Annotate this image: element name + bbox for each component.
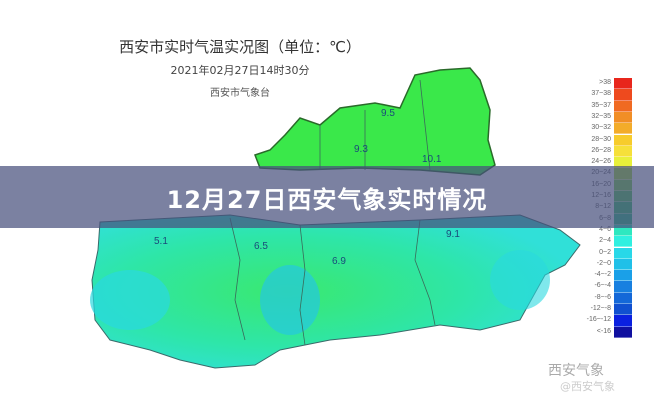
title-banner: 12月27日西安气象实时情况 xyxy=(0,166,654,228)
legend-label: 32~35 xyxy=(591,112,611,120)
legend-swatch xyxy=(614,258,632,271)
station-value: 9.5 xyxy=(381,108,395,119)
legend-label: 26~28 xyxy=(591,146,611,154)
legend-swatch xyxy=(614,100,632,112)
legend-swatch xyxy=(614,134,632,146)
north-region xyxy=(254,67,496,176)
legend-label: -6~-4 xyxy=(594,282,611,290)
legend-label: 37~38 xyxy=(591,90,611,98)
legend-swatch xyxy=(614,292,632,304)
map-source: 西安市气象台 xyxy=(210,88,270,99)
legend-label: 35~37 xyxy=(591,101,611,109)
legend-swatch xyxy=(614,281,632,293)
station-value: 6.5 xyxy=(254,241,268,252)
legend-label: >38 xyxy=(599,79,611,86)
station-value: 9.3 xyxy=(354,144,368,155)
legend-label: 2~4 xyxy=(599,237,611,245)
station-value: 5.1 xyxy=(154,236,168,247)
legend-swatch xyxy=(614,78,632,90)
legend-label: 4~6 xyxy=(599,225,611,233)
legend-label: 24~26 xyxy=(591,158,611,166)
legend-swatch xyxy=(614,224,632,237)
station-value: 9.1 xyxy=(446,229,460,240)
legend-label: <-16 xyxy=(596,327,611,335)
station-values: 9.5 9.3 10.1 5.1 6.5 6.9 9.1 xyxy=(154,108,460,267)
legend-label: -2~0 xyxy=(596,259,611,267)
legend-label: -16~-12 xyxy=(586,316,611,324)
legend-swatch xyxy=(614,270,632,282)
legend-swatch xyxy=(614,247,632,259)
legend-swatch xyxy=(614,326,632,338)
legend-swatch xyxy=(614,123,632,135)
map-datetime: 2021年02月27日14时30分 xyxy=(170,64,310,77)
watermark-logo: 西安气象 xyxy=(548,363,604,379)
legend-swatch xyxy=(614,145,632,158)
legend-label: 28~30 xyxy=(591,135,611,143)
legend-label: -12~-8 xyxy=(590,305,611,312)
watermark-handle: @西安气象 xyxy=(560,380,615,393)
legend-label: 30~32 xyxy=(591,124,611,132)
map-title: 西安市实时气温实况图（单位：℃） xyxy=(119,38,361,56)
legend-swatch xyxy=(614,236,632,248)
legend-swatch xyxy=(614,304,632,316)
station-value: 10.1 xyxy=(422,154,442,165)
banner-title: 12月27日西安气象实时情况 xyxy=(166,186,488,214)
legend-label: -4~-2 xyxy=(594,271,611,279)
legend-label: 0~2 xyxy=(599,248,611,256)
legend-swatch xyxy=(614,315,632,327)
legend-swatch xyxy=(614,89,632,101)
legend-label: -8~-6 xyxy=(594,293,611,301)
station-value: 6.9 xyxy=(332,256,346,267)
legend-swatch xyxy=(614,111,632,124)
